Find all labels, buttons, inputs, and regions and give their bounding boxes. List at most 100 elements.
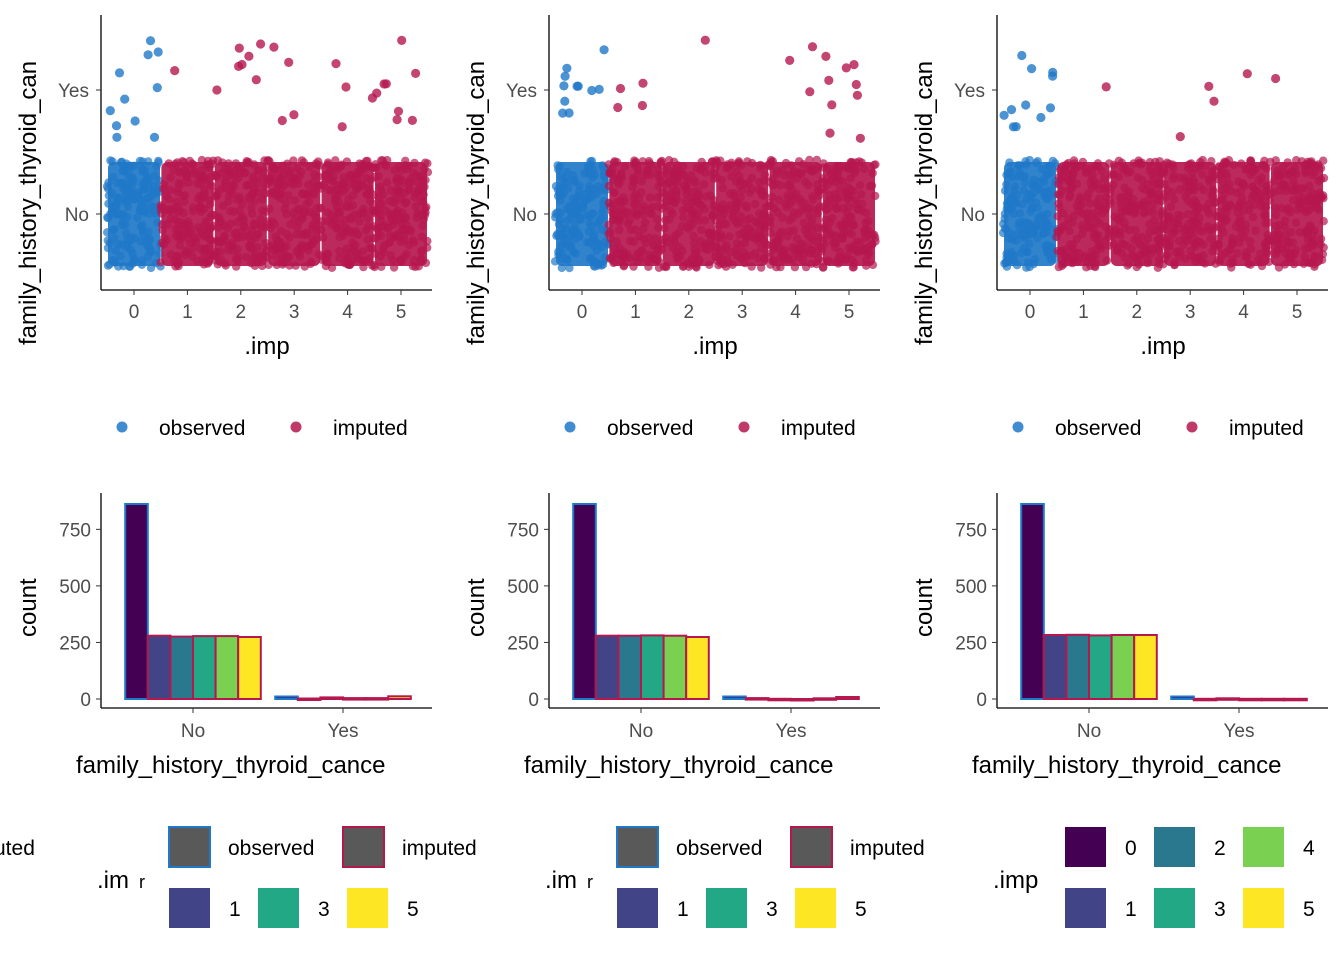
data-point (289, 208, 298, 217)
legend-label-imputed: imputed (333, 417, 408, 440)
data-point (1316, 240, 1325, 249)
data-point (111, 203, 121, 212)
data-point (1217, 224, 1226, 233)
data-point (244, 51, 254, 61)
data-point (555, 215, 564, 225)
data-point (137, 260, 147, 269)
data-point (1198, 170, 1207, 179)
y-axis-title: family_history_thyroid_can (911, 61, 938, 345)
data-point (1179, 240, 1188, 249)
data-point (1271, 73, 1281, 84)
data-point (1288, 238, 1298, 247)
data-point (1317, 255, 1327, 265)
data-point (597, 243, 606, 252)
legend-label-imp-1: 1 (1125, 898, 1137, 921)
x-tick-label: 2 (236, 302, 247, 323)
data-point (180, 220, 189, 230)
data-point (341, 82, 351, 92)
data-point (573, 81, 583, 91)
data-point (291, 261, 300, 270)
data-point (593, 261, 602, 270)
bar-4-yes (364, 697, 390, 701)
y-tick-label: 0 (80, 690, 91, 711)
data-point (1148, 187, 1157, 197)
legend: .im r observed imputed 1 3 5 (545, 826, 925, 928)
data-point (414, 186, 423, 195)
data-point (200, 186, 209, 195)
data-point (711, 216, 720, 225)
data-point (625, 236, 635, 246)
bar-1-no (594, 634, 620, 701)
data-point (1266, 189, 1276, 199)
legend: .imp 0 2 4 1 3 5 (993, 827, 1315, 928)
data-point (1169, 223, 1178, 232)
data-point (270, 220, 279, 229)
data-point (747, 262, 756, 271)
data-point (255, 252, 264, 262)
data-point (1128, 252, 1138, 261)
data-point (126, 245, 136, 254)
data-point (756, 234, 766, 243)
data-point (1181, 254, 1190, 263)
data-point (233, 218, 242, 227)
data-point (226, 206, 235, 216)
data-point (1094, 201, 1103, 210)
data-point (1229, 160, 1239, 170)
y-tick-label: Yes (506, 81, 537, 102)
data-point (1183, 210, 1193, 219)
data-point (1308, 170, 1318, 180)
data-point (666, 207, 676, 216)
data-point (409, 168, 418, 177)
legend: observed imputed (1012, 417, 1304, 440)
jitter-points (550, 35, 880, 273)
data-point (1102, 256, 1112, 265)
data-point (1045, 103, 1056, 113)
data-point (766, 228, 775, 237)
data-point (857, 190, 866, 199)
data-point (1040, 229, 1049, 238)
data-point (1045, 191, 1055, 200)
data-point (871, 191, 880, 201)
data-point (700, 216, 710, 225)
data-point (1291, 218, 1301, 227)
data-point (1106, 189, 1115, 198)
data-point (1193, 203, 1202, 212)
data-point (757, 263, 766, 272)
legend-title-cutoff-glyph: r (587, 872, 593, 892)
bars (572, 503, 860, 702)
data-point (240, 223, 249, 232)
data-point (307, 233, 317, 243)
x-axis-title: family_history_thyroid_cance (76, 752, 385, 779)
legend-key-observed (168, 826, 211, 868)
data-point (1059, 209, 1068, 218)
data-point (1015, 209, 1025, 218)
data-point (864, 216, 873, 226)
data-point (1159, 207, 1168, 216)
data-point (414, 262, 423, 271)
data-point (166, 250, 176, 259)
data-point (1161, 192, 1171, 202)
data-point (566, 205, 576, 214)
data-point (1044, 221, 1053, 230)
data-point (232, 262, 241, 271)
data-point (365, 243, 374, 252)
bar-2-no (617, 634, 643, 701)
data-point (1242, 69, 1252, 79)
data-point (852, 237, 862, 246)
data-point (399, 188, 409, 198)
data-point (1248, 213, 1258, 222)
data-point (1262, 247, 1272, 257)
data-point (209, 238, 219, 248)
data-point (1146, 162, 1155, 172)
data-point (386, 186, 396, 195)
data-point (571, 249, 580, 258)
data-point (150, 207, 159, 216)
bar-3-yes (342, 697, 367, 701)
data-point (644, 157, 654, 166)
data-point (1060, 165, 1069, 174)
legend-title-cutoff-glyph: r (139, 872, 145, 892)
data-point (1189, 217, 1198, 226)
data-point (170, 256, 179, 265)
data-point (794, 157, 804, 166)
y-tick-label: Yes (58, 81, 89, 102)
